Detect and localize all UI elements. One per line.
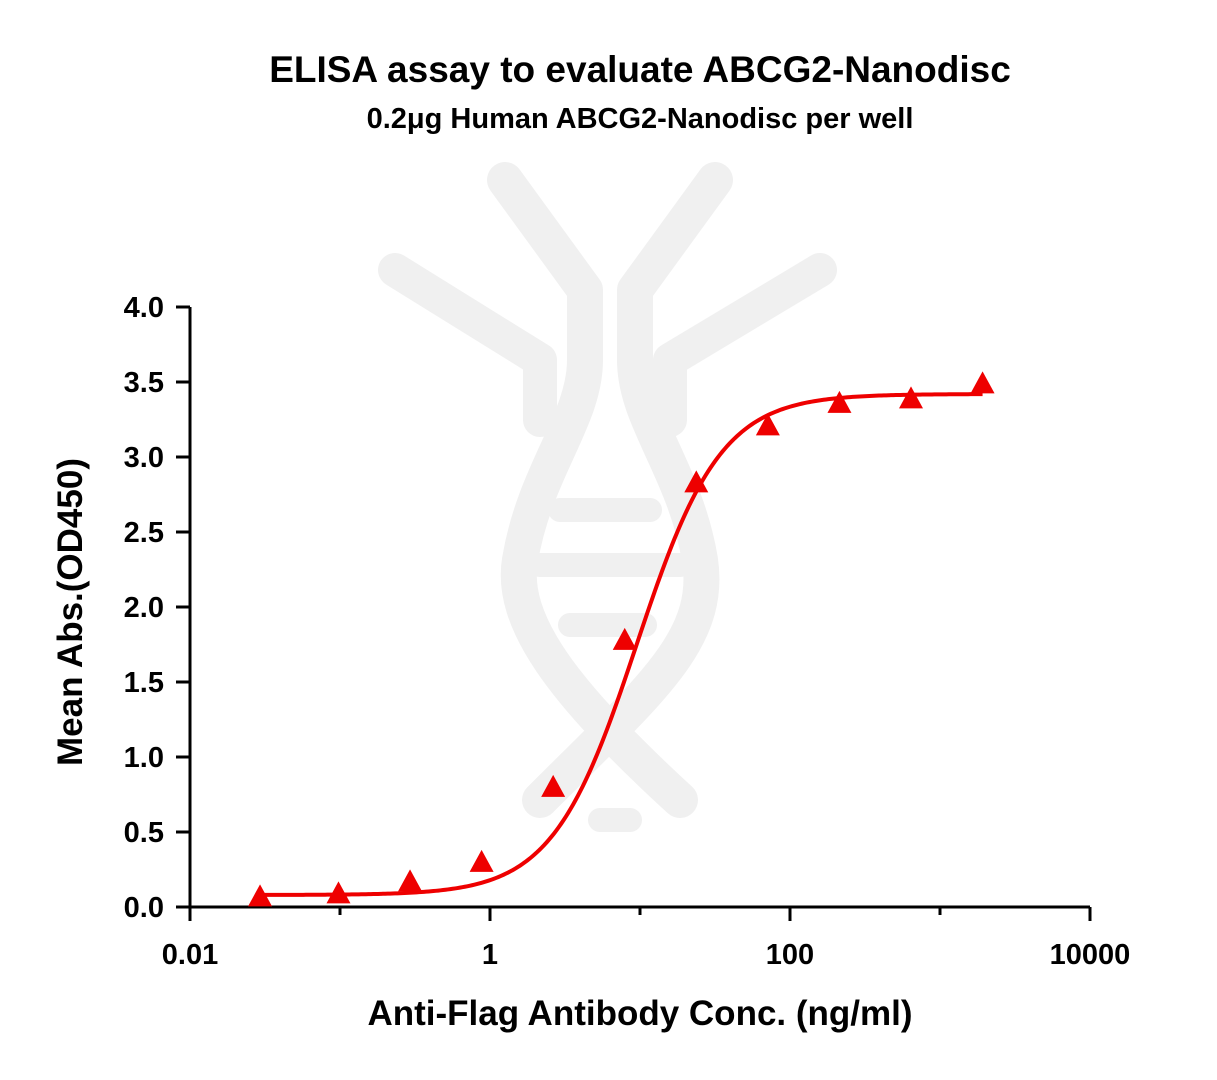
x-tick-label: 0.01 — [162, 939, 218, 971]
y-tick-label: 0.0 — [124, 892, 164, 924]
data-point — [541, 774, 566, 797]
data-point — [612, 627, 637, 650]
watermark-logo — [378, 162, 837, 832]
y-tick-label: 4.0 — [124, 292, 164, 324]
data-point — [898, 386, 923, 409]
data-point — [684, 470, 709, 493]
y-axis-label: Mean Abs.(OD450) — [51, 458, 90, 766]
y-tick-label: 1.0 — [124, 742, 164, 774]
chart-title: ELISA assay to evaluate ABCG2-Nanodisc — [269, 49, 1011, 90]
x-tick-label: 1 — [482, 939, 498, 971]
data-point — [248, 884, 273, 907]
y-tick-label: 3.0 — [124, 442, 164, 474]
data-markers — [248, 371, 995, 907]
x-axis-label: Anti-Flag Antibody Conc. (ng/ml) — [367, 994, 912, 1033]
data-point — [827, 390, 852, 413]
y-tick-label: 0.5 — [124, 817, 164, 849]
y-tick-label: 2.5 — [124, 517, 164, 549]
data-point — [326, 881, 351, 904]
x-tick-label: 10000 — [1050, 939, 1131, 971]
y-tick-label: 1.5 — [124, 667, 164, 699]
data-point — [398, 869, 423, 892]
x-axis-ticks: 0.01 1 100 10000 — [162, 907, 1131, 971]
x-tick-label: 100 — [766, 939, 814, 971]
data-point — [970, 371, 995, 394]
y-tick-label: 3.5 — [124, 367, 164, 399]
data-point — [755, 413, 780, 436]
data-point — [469, 849, 494, 872]
fit-curve — [260, 392, 983, 897]
y-axis-ticks: 0.0 0.5 1.0 1.5 2.0 2.5 3.0 3.5 4.0 — [124, 292, 190, 924]
y-tick-label: 2.0 — [124, 592, 164, 624]
chart-subtitle: 0.2μg Human ABCG2-Nanodisc per well — [367, 103, 914, 135]
